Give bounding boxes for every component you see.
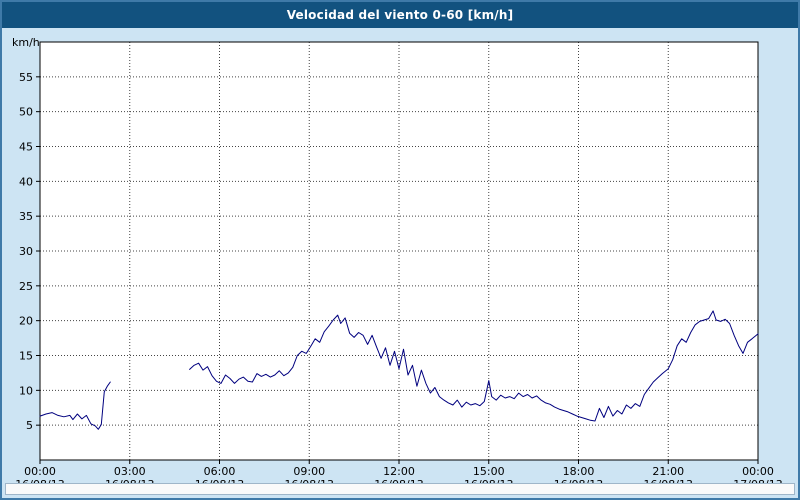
- y-axis-label: 40: [19, 175, 33, 188]
- x-axis-time-label: 03:00: [114, 465, 146, 478]
- y-axis-unit-label: km/h: [12, 36, 40, 49]
- y-axis-label: 5: [26, 419, 33, 432]
- y-axis-label: 35: [19, 210, 33, 223]
- y-axis-label: 30: [19, 245, 33, 258]
- x-axis-time-label: 00:00: [742, 465, 774, 478]
- y-axis-label: 55: [19, 71, 33, 84]
- y-axis-label: 50: [19, 106, 33, 119]
- wind-speed-chart: km/h51015202530354045505500:0016/08/1303…: [12, 36, 783, 488]
- y-axis-label: 15: [19, 350, 33, 363]
- y-axis-label: 20: [19, 315, 33, 328]
- x-axis-time-label: 00:00: [24, 465, 56, 478]
- x-axis-time-label: 15:00: [473, 465, 505, 478]
- plot-area: [40, 42, 758, 460]
- x-axis-time-label: 18:00: [563, 465, 595, 478]
- y-axis-label: 25: [19, 280, 33, 293]
- wind-speed-line: [39, 381, 111, 430]
- x-axis-time-label: 12:00: [383, 465, 415, 478]
- chart-title-bar: Velocidad del viento 0-60 [km/h]: [2, 2, 798, 28]
- x-axis-time-label: 09:00: [293, 465, 325, 478]
- y-axis-label: 45: [19, 141, 33, 154]
- x-axis-time-label: 06:00: [204, 465, 236, 478]
- chart-title: Velocidad del viento 0-60 [km/h]: [286, 8, 514, 22]
- y-axis-label: 10: [19, 384, 33, 397]
- horizontal-scrollbar[interactable]: [5, 483, 795, 495]
- wind-speed-line: [189, 310, 759, 422]
- x-axis-time-label: 21:00: [652, 465, 684, 478]
